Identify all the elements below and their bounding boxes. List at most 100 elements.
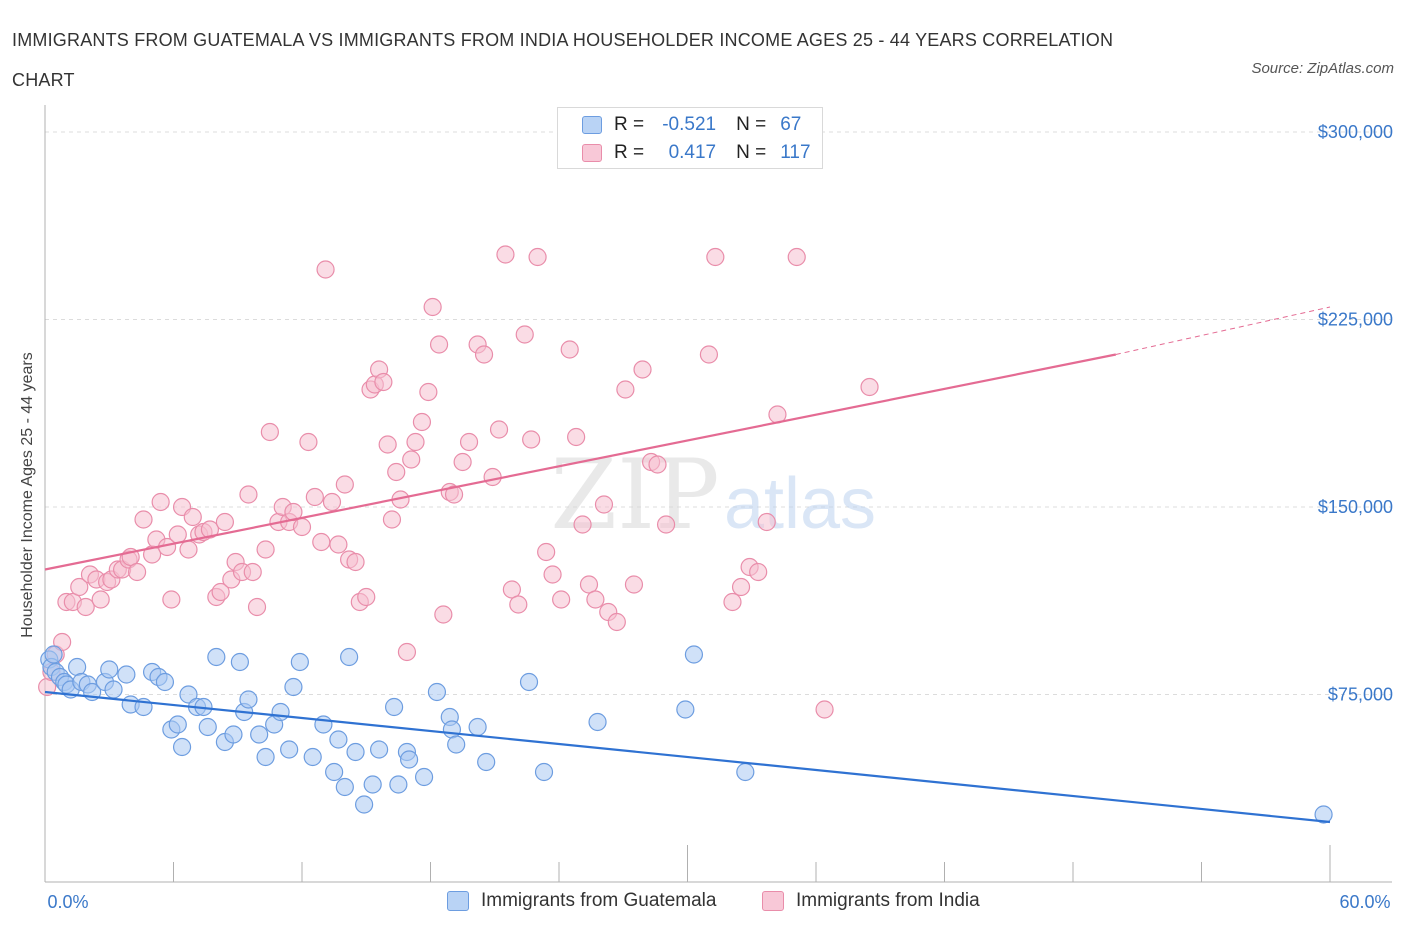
india-point: [316, 260, 335, 279]
guatemala-point: [684, 645, 704, 664]
india-point: [346, 552, 365, 572]
guatemala-point: [271, 702, 290, 722]
guatemala-point: [370, 740, 389, 759]
y-tick-label: $75,000: [1328, 685, 1393, 705]
india-point: [322, 492, 342, 512]
guatemala-point: [155, 672, 175, 692]
guatemala-point: [676, 700, 695, 719]
guatemala-point: [280, 740, 299, 759]
india-point: [474, 345, 494, 364]
india-point: [522, 430, 541, 449]
india-point: [419, 382, 438, 402]
axes: [44, 105, 1392, 883]
watermark-zip: ZIP: [550, 439, 719, 551]
guatemala-point: [389, 775, 408, 794]
india-point: [151, 492, 170, 512]
guatemala-point: [442, 720, 462, 739]
india-point: [239, 485, 258, 504]
india-point: [256, 540, 275, 559]
india-point: [183, 507, 202, 527]
india-point: [560, 340, 579, 359]
legend-swatch-india: [582, 144, 602, 162]
india-point: [374, 372, 393, 392]
india-point: [656, 515, 676, 534]
guatemala-point: [250, 725, 269, 744]
india-point: [749, 562, 768, 582]
india-point: [515, 325, 534, 344]
watermark-atlas: atlas: [724, 464, 876, 544]
india-point: [134, 510, 153, 529]
trend-line-india: [44, 353, 1117, 571]
guatemala-point: [198, 717, 217, 737]
guatemala-point: [100, 660, 119, 679]
india-point: [179, 540, 198, 559]
india-point: [91, 590, 110, 609]
legend-r-guatemala: -0.521: [662, 114, 717, 135]
x-tick-max: 60.0%: [1339, 892, 1390, 912]
guatemala-point: [355, 795, 374, 814]
trend-line-india-extension: [1115, 306, 1331, 355]
india-point: [444, 485, 464, 504]
india-point: [305, 487, 324, 507]
y-tick-label: $225,000: [1318, 310, 1393, 330]
guatemala-point: [168, 715, 187, 734]
legend-r-label: R =: [614, 142, 645, 163]
india-point: [453, 452, 472, 472]
guatemala-point: [239, 690, 258, 709]
india-point: [378, 435, 397, 454]
guatemala-point: [335, 777, 354, 797]
legend-row-india: R = 0.417 N = 117: [582, 141, 811, 165]
guatemala-point: [468, 717, 487, 737]
india-point: [260, 422, 279, 442]
india-point: [699, 345, 719, 364]
guatemala-point: [346, 742, 365, 762]
india-point: [412, 412, 432, 432]
india-point: [162, 590, 181, 609]
india-point: [397, 642, 417, 662]
india-point: [573, 515, 592, 534]
guatemala-point: [427, 682, 447, 702]
india-point: [787, 247, 806, 267]
india-point: [594, 495, 614, 514]
guatemala-point: [447, 735, 466, 754]
legend-item-india[interactable]: Immigrants from India: [762, 890, 980, 912]
india-point: [731, 577, 751, 597]
india-point: [648, 455, 667, 474]
india-point: [329, 535, 348, 554]
guatemala-point: [256, 747, 275, 767]
india-point: [860, 377, 879, 397]
india-point: [243, 562, 262, 582]
y-axis-label: Householder Income Ages 25 - 44 years: [19, 352, 36, 638]
india-point: [633, 360, 652, 379]
india-point: [211, 582, 230, 602]
india-point: [706, 247, 725, 267]
india-point: [567, 427, 586, 447]
india-point: [423, 297, 442, 317]
india-point: [434, 605, 453, 624]
legend-r-label: R =: [614, 114, 645, 135]
legend-r-india: 0.417: [668, 142, 717, 163]
y-tick-label: $150,000: [1318, 497, 1393, 517]
india-point: [247, 597, 267, 617]
india-point: [552, 590, 571, 609]
legend-swatch-guatemala: [447, 891, 469, 911]
india-point: [496, 245, 515, 264]
india-point: [382, 510, 402, 529]
legend-n-label: N =: [736, 114, 767, 135]
india-point: [406, 432, 425, 452]
y-tick-label: $300,000: [1318, 122, 1393, 142]
india-point: [299, 432, 318, 452]
guatemala-point: [477, 752, 496, 772]
legend-series: Immigrants from Guatemala Immigrants fro…: [0, 890, 1406, 916]
india-point: [607, 612, 626, 632]
india-point: [489, 420, 509, 439]
legend-item-guatemala[interactable]: Immigrants from Guatemala: [447, 890, 716, 912]
trend-lines: [44, 306, 1331, 824]
guatemala-point: [179, 685, 198, 704]
india-point: [815, 700, 834, 719]
legend-swatch-india: [762, 891, 784, 911]
guatemala-point: [284, 677, 303, 697]
guatemala-point: [117, 665, 136, 684]
series-guatemala-points: [40, 645, 1333, 824]
